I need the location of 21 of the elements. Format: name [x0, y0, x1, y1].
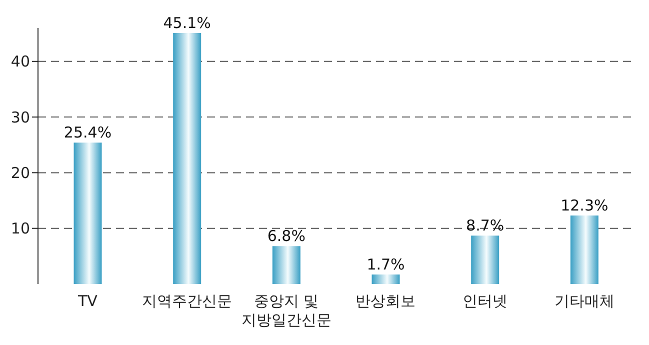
x-tick-label: 반상회보: [356, 292, 416, 310]
data-label: 1.7%: [366, 256, 405, 274]
bar: [173, 33, 202, 284]
bar: [570, 216, 598, 284]
bar: [471, 236, 500, 284]
y-tick-label: 20: [10, 164, 30, 182]
x-tick-label: 기타매체: [554, 292, 614, 310]
data-label: 25.4%: [64, 124, 112, 142]
data-label: 6.8%: [267, 227, 306, 246]
x-tick-label: 중앙지 및 지방일간신문: [241, 292, 332, 329]
y-tick-label: 10: [10, 220, 30, 238]
bar: [272, 246, 300, 284]
x-tick-label: TV: [76, 292, 98, 310]
y-tick-label: 30: [10, 108, 30, 126]
data-label: 45.1%: [163, 14, 211, 32]
bar: [372, 274, 400, 284]
y-tick-label: 40: [10, 52, 30, 71]
x-tick-label: 지역주간신문: [142, 292, 232, 310]
bar: [74, 142, 102, 284]
x-tick-label: 인터넷: [462, 292, 508, 310]
data-label: 12.3%: [560, 196, 608, 215]
